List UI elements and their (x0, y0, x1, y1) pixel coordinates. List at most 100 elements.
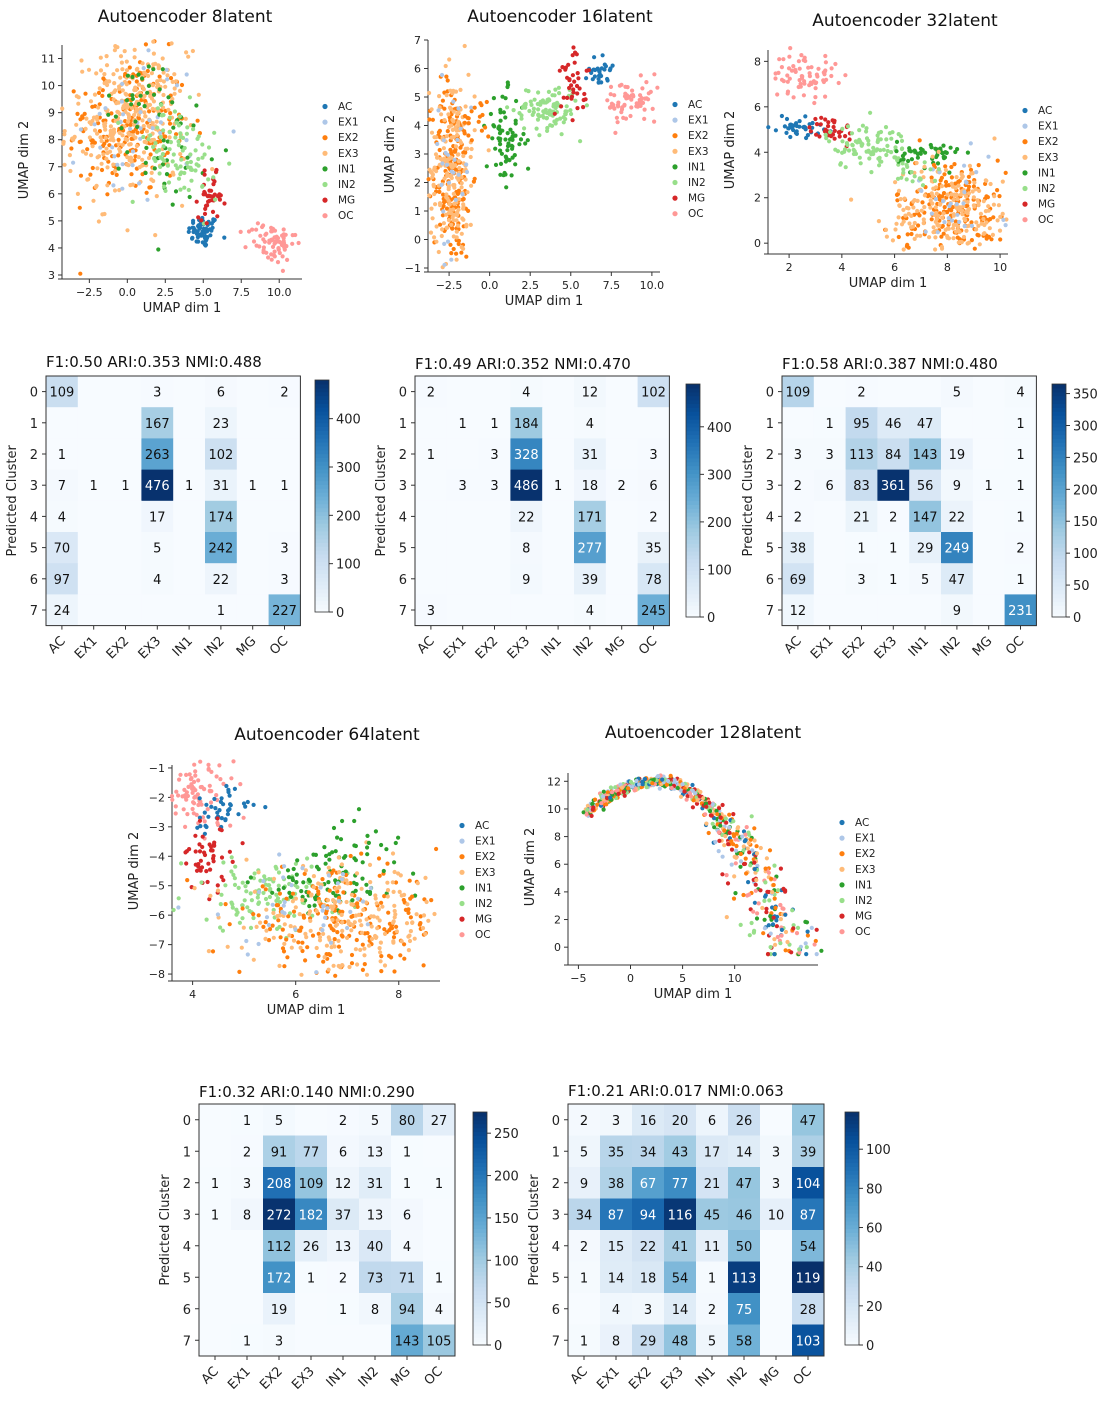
point-EX1 (103, 106, 108, 111)
point-IN2 (236, 885, 241, 891)
point-IN1 (590, 801, 595, 807)
point-EX3 (128, 142, 133, 147)
point-EX2 (744, 871, 749, 876)
point-IN1 (191, 123, 196, 128)
point-EX2 (360, 967, 365, 973)
colorbar-segment (315, 484, 329, 489)
cell (199, 1261, 232, 1294)
colorbar-segment (1052, 391, 1066, 397)
point-EX3 (143, 114, 148, 119)
point-AC (746, 880, 751, 885)
point-EX3 (308, 918, 313, 924)
colorbar-segment (473, 1166, 487, 1171)
point-EX3 (146, 123, 151, 129)
point-EX2 (195, 118, 200, 123)
point-OC (815, 74, 820, 79)
point-EX2 (483, 125, 488, 130)
point-EX2 (916, 223, 921, 228)
point-EX1 (460, 191, 465, 197)
point-OC (183, 824, 188, 830)
point-EX3 (373, 893, 378, 898)
point-EX3 (966, 191, 972, 196)
point-IN2 (536, 113, 541, 118)
x-tick-label: EX1 (808, 634, 837, 663)
colorbar-segment (686, 601, 700, 606)
point-EX2 (324, 911, 329, 916)
cell-value: 43 (672, 1145, 689, 1160)
legend-label: OC (338, 210, 354, 222)
cell (46, 469, 79, 502)
cell-value: 3 (772, 1145, 780, 1160)
point-OC (181, 807, 186, 812)
point-IN2 (255, 895, 260, 900)
point-EX3 (438, 156, 443, 161)
point-EX1 (809, 925, 814, 931)
point-EX2 (382, 894, 387, 899)
point-OC (747, 892, 752, 897)
cell (327, 1293, 360, 1325)
point-EX3 (151, 62, 156, 67)
point-EX3 (299, 972, 304, 977)
point-OC (198, 785, 203, 790)
cell (574, 469, 607, 502)
point-EX3 (125, 228, 130, 233)
point-IN1 (500, 94, 505, 99)
point-AC (790, 123, 795, 128)
cell-value: 2 (794, 510, 802, 525)
point-EX3 (445, 173, 450, 178)
point-EX3 (933, 247, 938, 252)
point-IN2 (511, 108, 516, 113)
point-EX3 (190, 48, 195, 54)
legend-label: EX1 (688, 115, 709, 127)
colorbar-segment (315, 449, 329, 455)
point-IN2 (900, 161, 905, 166)
cell-value: 23 (213, 417, 230, 432)
colorbar-segment (686, 430, 700, 436)
colorbar-segment (686, 411, 700, 416)
point-IN2 (229, 855, 234, 860)
legend-label: IN1 (688, 161, 706, 173)
point-EX2 (441, 203, 446, 209)
cell-value: 109 (49, 386, 74, 401)
point-MG (563, 65, 569, 70)
colorbar-segment (315, 581, 329, 586)
cell (423, 1135, 456, 1168)
colorbar-segment (1052, 450, 1066, 455)
point-IN2 (901, 170, 906, 175)
point-EX3 (919, 208, 924, 213)
point-OC (178, 772, 183, 777)
point-EX1 (146, 48, 151, 53)
point-EX1 (656, 774, 661, 779)
point-MG (694, 801, 700, 806)
cell (173, 469, 206, 502)
point-EX2 (905, 232, 910, 237)
point-IN2 (853, 151, 859, 156)
colorbar-segment (473, 1290, 487, 1296)
cell-value: 54 (800, 1240, 817, 1255)
point-IN2 (884, 152, 889, 158)
colorbar-segment (1052, 578, 1066, 583)
point-IN1 (498, 148, 503, 153)
colorbar-segment (1052, 570, 1066, 575)
point-EX1 (986, 154, 991, 159)
point-AC (766, 125, 771, 130)
cell (236, 532, 270, 564)
point-IN2 (544, 115, 550, 121)
point-AC (763, 894, 768, 899)
cell (664, 1167, 697, 1199)
point-OC (611, 102, 616, 108)
point-IN2 (918, 177, 923, 182)
point-AC (784, 116, 790, 122)
point-AC (209, 804, 214, 809)
point-EX2 (99, 167, 105, 173)
point-EX2 (290, 891, 296, 896)
point-EX2 (116, 137, 121, 142)
point-AC (195, 825, 200, 830)
cell (972, 563, 1006, 595)
colorbar-segment (315, 380, 329, 385)
point-EX2 (263, 887, 268, 892)
point-IN2 (613, 785, 618, 790)
point-OC (785, 79, 790, 84)
cell (109, 563, 142, 595)
y-tick-label: 4 (414, 120, 421, 133)
